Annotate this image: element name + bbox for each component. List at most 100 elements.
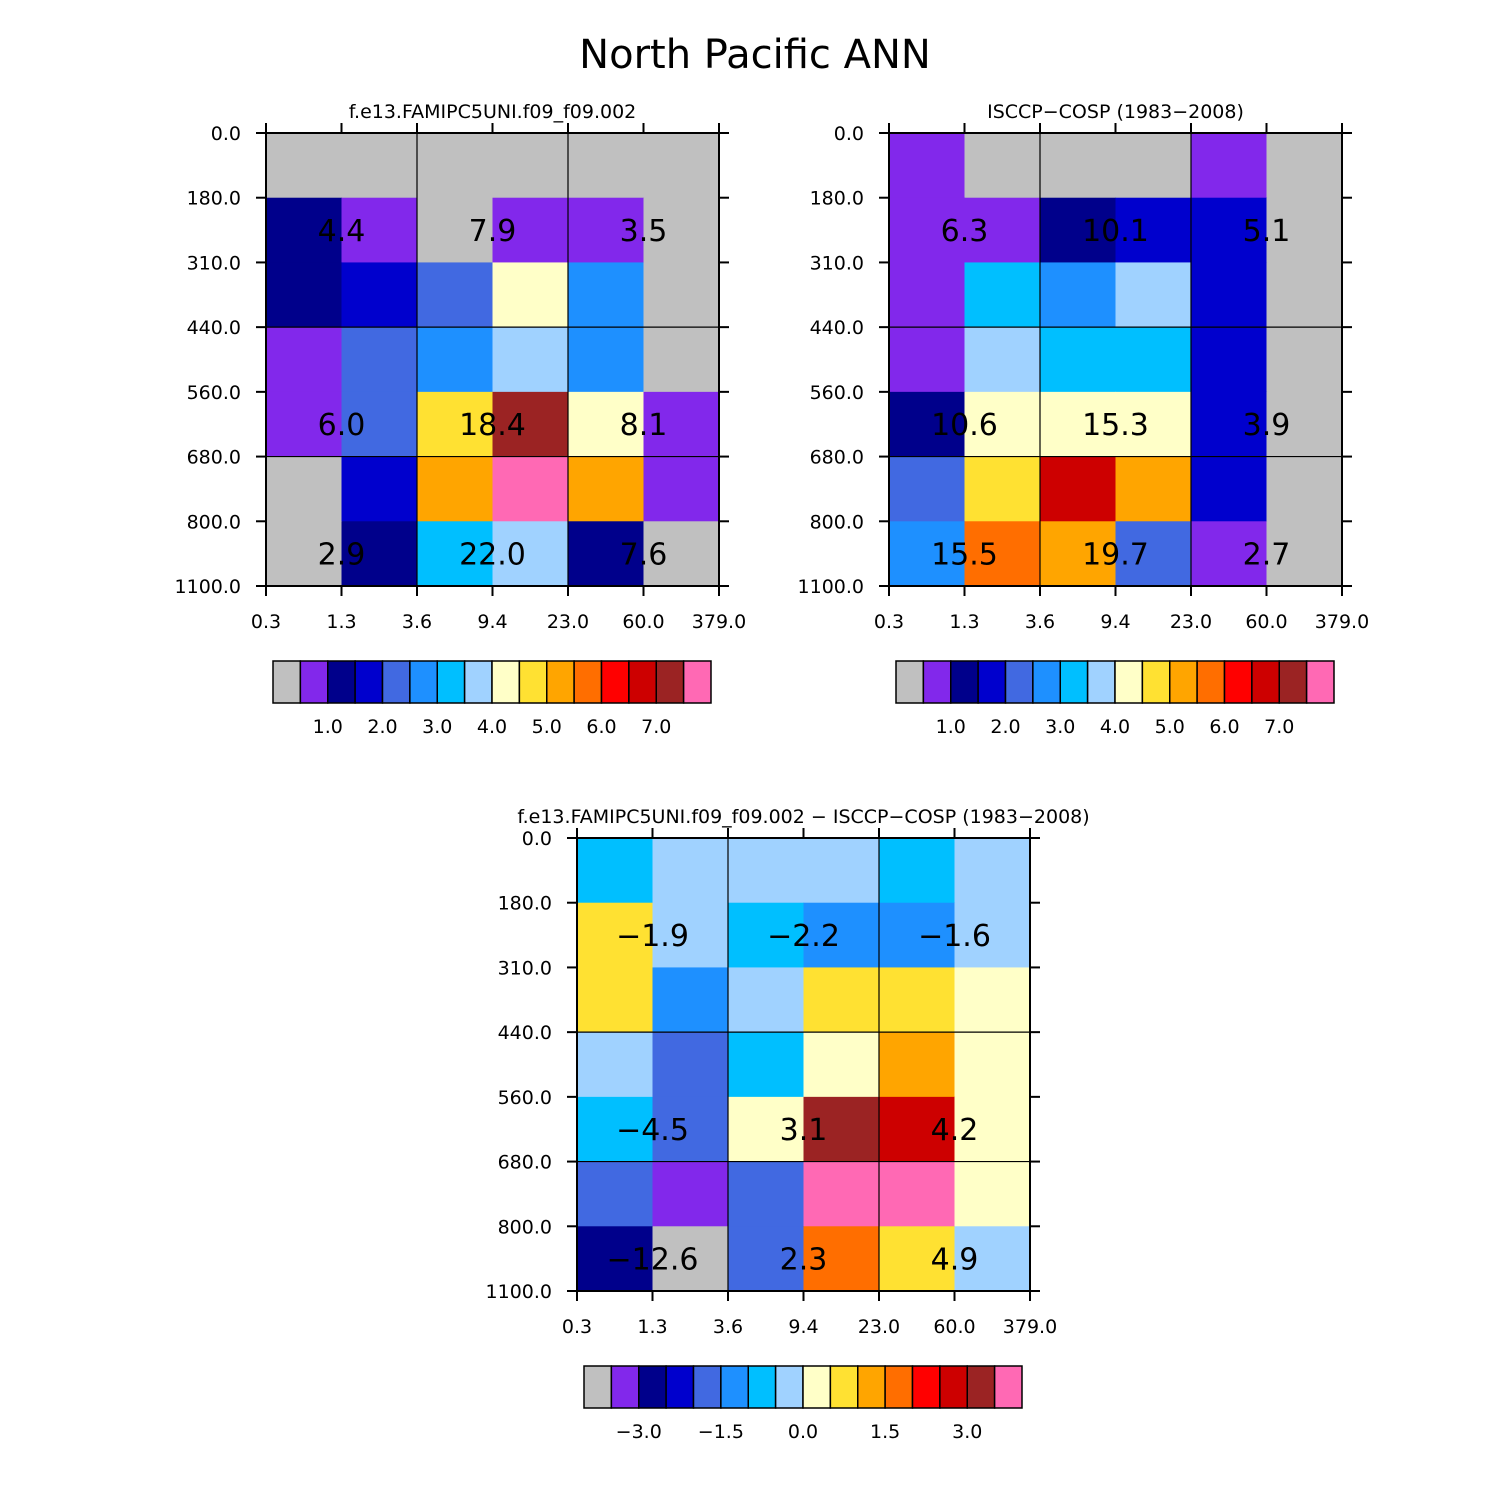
heatmap-cell <box>1266 391 1343 458</box>
heatmap-cell <box>728 1032 805 1098</box>
colorbar-swatch <box>993 1365 1023 1409</box>
x-tick-label: 23.0 <box>1170 611 1212 633</box>
heatmap-cell <box>879 1161 956 1227</box>
colorbar-swatch <box>950 660 979 704</box>
colorbar-label: 1.0 <box>313 716 343 738</box>
heatmap-cell <box>341 391 418 458</box>
heatmap-cell <box>954 1161 1031 1227</box>
colorbar-swatch <box>1196 660 1226 704</box>
block-value-label: 4.9 <box>931 1243 979 1278</box>
colorbar-swatch <box>884 1365 914 1409</box>
heatmap-cell <box>1266 456 1343 522</box>
heatmap-cell <box>1040 327 1117 393</box>
heatmap-cell <box>492 133 569 199</box>
y-tick-label: 560.0 <box>810 382 864 404</box>
heatmap-cell <box>492 456 569 522</box>
x-tick-label: 1.3 <box>637 1316 667 1338</box>
colorbar-label: 2.0 <box>367 716 397 738</box>
heatmap-cell <box>1115 133 1192 199</box>
x-tick-label: 3.6 <box>713 1316 743 1338</box>
colorbar-swatch <box>1059 660 1089 704</box>
heatmap-cell <box>417 262 494 328</box>
block-value-label: 7.6 <box>620 538 668 573</box>
heatmap-cell <box>652 1161 729 1227</box>
y-tick-label: 1100.0 <box>798 576 864 598</box>
heatmap-cell <box>954 1096 1031 1163</box>
colorbar-swatch <box>720 1365 749 1409</box>
y-tick-label: 680.0 <box>810 447 864 469</box>
colorbar-swatch <box>491 660 521 704</box>
heatmap-cell <box>889 521 966 587</box>
heatmap-cell <box>568 391 645 458</box>
y-tick-label: 440.0 <box>498 1022 552 1044</box>
heatmap-cell <box>492 391 569 458</box>
heatmap-cell <box>1115 197 1192 264</box>
block-value-label: −12.6 <box>607 1243 699 1278</box>
heatmap-cell <box>803 902 880 969</box>
heatmap-cell <box>1266 521 1343 587</box>
heatmap-cell <box>577 1161 654 1227</box>
heatmap-cell <box>577 967 654 1033</box>
block-value-label: 3.9 <box>1243 408 1291 443</box>
heatmap-cell <box>266 456 343 522</box>
colorbar-label: 6.0 <box>586 716 616 738</box>
block-value-label: 3.1 <box>780 1113 828 1148</box>
heatmap-cell <box>1191 391 1268 458</box>
colorbar-swatch <box>600 660 630 704</box>
heatmap-cell <box>568 133 645 199</box>
heatmap-cell <box>341 133 418 199</box>
x-tick-label: 0.3 <box>251 611 281 633</box>
colorbar-swatch <box>1032 660 1061 704</box>
heatmap-cell <box>577 1032 654 1098</box>
y-tick-label: 180.0 <box>498 893 552 915</box>
colorbar-swatch <box>774 1365 804 1409</box>
x-tick-label: 1.3 <box>326 611 356 633</box>
heatmap-cell <box>1040 456 1117 522</box>
x-tick-label: 60.0 <box>1245 611 1287 633</box>
colorbar-swatch <box>802 1365 832 1409</box>
heatmap-cell <box>889 197 966 264</box>
heatmap-cell <box>1266 133 1343 199</box>
heatmap-cell <box>803 967 880 1033</box>
x-tick-label: 0.3 <box>562 1316 592 1338</box>
heatmap-cell <box>417 197 494 264</box>
heatmap-cell <box>341 262 418 328</box>
heatmap-cell <box>266 521 343 587</box>
heatmap-cell <box>803 838 880 904</box>
main-title: North Pacific ANN <box>579 32 931 78</box>
colorbar-swatch <box>299 660 329 704</box>
block-value-label: 15.3 <box>1082 408 1149 443</box>
heatmap-cell <box>652 838 729 904</box>
colorbar-swatch <box>1141 660 1171 704</box>
heatmap-cell <box>266 133 343 199</box>
y-tick-label: 310.0 <box>810 252 864 274</box>
block-value-label: 10.6 <box>931 408 998 443</box>
panel-title: f.e13.FAMIPC5UNI.f09_f09.002 <box>349 101 637 123</box>
colorbar-label: 3.0 <box>952 1421 982 1443</box>
x-tick-label: 60.0 <box>622 611 664 633</box>
heatmap-cell <box>577 1096 654 1163</box>
colorbar-swatch <box>829 1365 859 1409</box>
heatmap-cell <box>266 327 343 393</box>
heatmap-cell <box>728 1161 805 1227</box>
colorbar-swatch <box>518 660 548 704</box>
heatmap-cell <box>417 456 494 522</box>
colorbar-swatch <box>1223 660 1253 704</box>
heatmap-cell <box>1191 327 1268 393</box>
heatmap-cell <box>266 262 343 328</box>
block-value-label: 2.3 <box>780 1243 828 1278</box>
x-tick-label: 9.4 <box>477 611 507 633</box>
y-tick-label: 440.0 <box>810 317 864 339</box>
heatmap-cell <box>266 391 343 458</box>
heatmap-cell <box>954 838 1031 904</box>
y-tick-label: 1100.0 <box>486 1281 552 1303</box>
panel-title: f.e13.FAMIPC5UNI.f09_f09.002 − ISCCP−COS… <box>517 806 1089 828</box>
heatmap-cell <box>577 902 654 969</box>
colorbar-swatch <box>272 660 302 704</box>
heatmap-cell <box>1115 521 1192 587</box>
block-value-label: 15.5 <box>931 538 998 573</box>
colorbar-swatch <box>1305 660 1335 704</box>
panel-observation: ISCCP−COSP (1983−2008) 6.3 10.1 5.1 10.6 15.3… <box>798 101 1370 738</box>
colorbar-swatch <box>638 1365 667 1409</box>
